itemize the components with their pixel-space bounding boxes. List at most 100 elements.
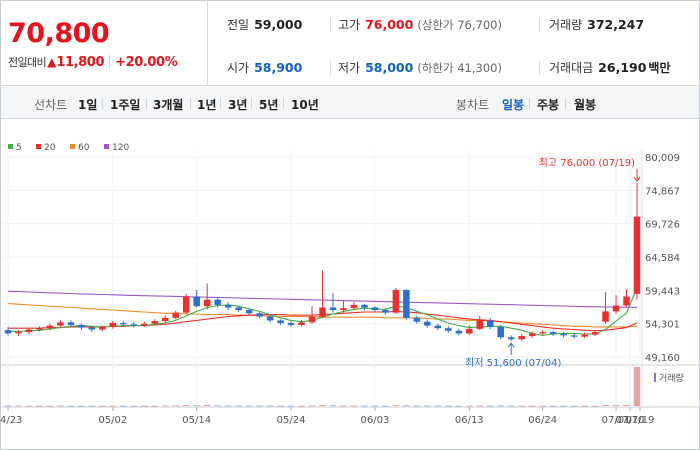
volume-bar <box>78 405 85 407</box>
divider <box>330 18 331 32</box>
volume-bar <box>120 405 127 407</box>
volume-bar <box>392 405 400 407</box>
period-3m-button[interactable]: 3개월 <box>153 98 184 112</box>
period-5y-button[interactable]: 5년 <box>259 98 279 112</box>
candle-body <box>633 216 641 294</box>
candle-body <box>392 289 400 313</box>
divider <box>539 18 540 32</box>
candle-daily-button[interactable]: 일봉 <box>502 98 525 112</box>
volume-bar <box>602 405 609 406</box>
volume-bar <box>298 405 305 407</box>
volume-bar <box>235 405 242 407</box>
x-tick-label: 07/01 <box>602 415 631 426</box>
volume-bar <box>424 405 431 407</box>
volume-bar <box>497 405 504 407</box>
change-value: 11,800 <box>56 55 105 70</box>
volume-bar <box>476 405 483 407</box>
volume-bar <box>581 405 588 407</box>
amount-value: 26,190 <box>598 60 647 75</box>
y-tick-label: 59,443 <box>645 286 680 297</box>
candle-body <box>445 328 452 331</box>
x-tick-label: 07/10 <box>616 415 645 426</box>
candle-body <box>371 307 379 311</box>
low-annotation: 최저 51,600 (07/04) <box>465 357 561 369</box>
candle-body <box>455 330 463 334</box>
candle-body <box>476 320 483 329</box>
quote-summary: 70,800 전일대비▲11,800 +20.00% 전일 59,000 고가 76,… <box>0 0 700 86</box>
candle-monthly-button[interactable]: 월봉 <box>574 98 597 112</box>
candle-body <box>162 317 169 322</box>
x-tick-label: 06/13 <box>455 415 484 426</box>
upper-limit: (상한가 76,700) <box>417 18 502 32</box>
volume-bar <box>570 405 578 407</box>
candle-body <box>203 299 211 307</box>
candle-body <box>287 323 295 325</box>
divider <box>330 61 331 75</box>
candle-body <box>623 296 630 306</box>
candle-body <box>424 321 431 326</box>
open-value: 58,900 <box>254 60 303 75</box>
period-1d-button[interactable]: 1일 <box>78 98 98 112</box>
x-tick-label: 05/14 <box>182 415 211 426</box>
candle-body <box>130 324 138 326</box>
candle-body <box>151 321 159 324</box>
volume-bar <box>455 405 463 407</box>
candle-weekly-button[interactable]: 주봉 <box>537 98 560 112</box>
stock-chart[interactable]: 80,009 74,867 69,726 64,584 59,443 54,301 49,1… <box>0 120 700 450</box>
volume-bar <box>308 405 316 407</box>
volume-bar <box>245 405 253 407</box>
candle-body <box>539 332 546 334</box>
volume-bar <box>319 404 326 406</box>
volume-bar <box>350 405 358 407</box>
volume-bar <box>539 405 546 407</box>
volume-legend-swatch <box>654 373 656 382</box>
period-1y-button[interactable]: 1년 <box>197 98 217 112</box>
y-tick-label: 69,726 <box>645 220 680 231</box>
volume-bar <box>141 405 148 407</box>
candle-body <box>235 307 242 311</box>
candle-body <box>403 289 410 318</box>
low-value: 58,000 <box>365 60 414 75</box>
change-rate: +20.00% <box>115 55 178 70</box>
ma-legend-swatch <box>70 144 75 149</box>
volume-bar <box>413 405 421 407</box>
period-10y-button[interactable]: 10년 <box>291 98 319 112</box>
line-chart-label: 선차트 <box>34 98 68 112</box>
ma-legend-label: 5 <box>16 143 22 153</box>
volume-bar <box>172 405 179 407</box>
volume-bar <box>591 405 599 407</box>
volume-bar <box>633 367 641 406</box>
volume-bar <box>88 405 96 407</box>
x-tick-label: 05/24 <box>277 415 306 426</box>
candle-body <box>581 334 588 337</box>
candle-body <box>350 304 358 309</box>
ma-legend-swatch <box>8 144 13 149</box>
candle-body <box>88 327 96 330</box>
volume-bar <box>623 404 630 406</box>
candle-body <box>602 311 609 322</box>
candle-body <box>214 299 221 305</box>
candle-body <box>413 317 421 322</box>
lower-limit: (하한가 41,300) <box>417 61 502 75</box>
volume-bar <box>4 405 12 407</box>
volume-bar <box>403 405 410 407</box>
period-3y-button[interactable]: 3년 <box>228 98 248 112</box>
period-1w-button[interactable]: 1주일 <box>110 98 141 112</box>
volume-bar <box>256 405 263 407</box>
volume-bar <box>25 405 33 407</box>
candle-body <box>340 308 347 311</box>
amount-label: 거래대금 <box>549 61 594 75</box>
low-price: 저가 58,000 (하한가 41,300) <box>338 59 502 79</box>
prev-close-value: 59,000 <box>254 17 303 32</box>
candle-body <box>266 316 274 321</box>
candle-body <box>497 326 504 338</box>
volume-value: 372,247 <box>587 17 645 32</box>
divider <box>251 98 252 109</box>
volume-bar <box>214 405 221 407</box>
volume-bar <box>434 405 442 407</box>
open-price: 시가 58,900 <box>227 59 302 79</box>
x-tick-label: 06/03 <box>361 415 390 426</box>
y-tick-label: 80,009 <box>645 153 680 164</box>
divider <box>529 98 530 109</box>
price-box: 70,800 전일대비▲11,800 +20.00% <box>0 0 208 86</box>
